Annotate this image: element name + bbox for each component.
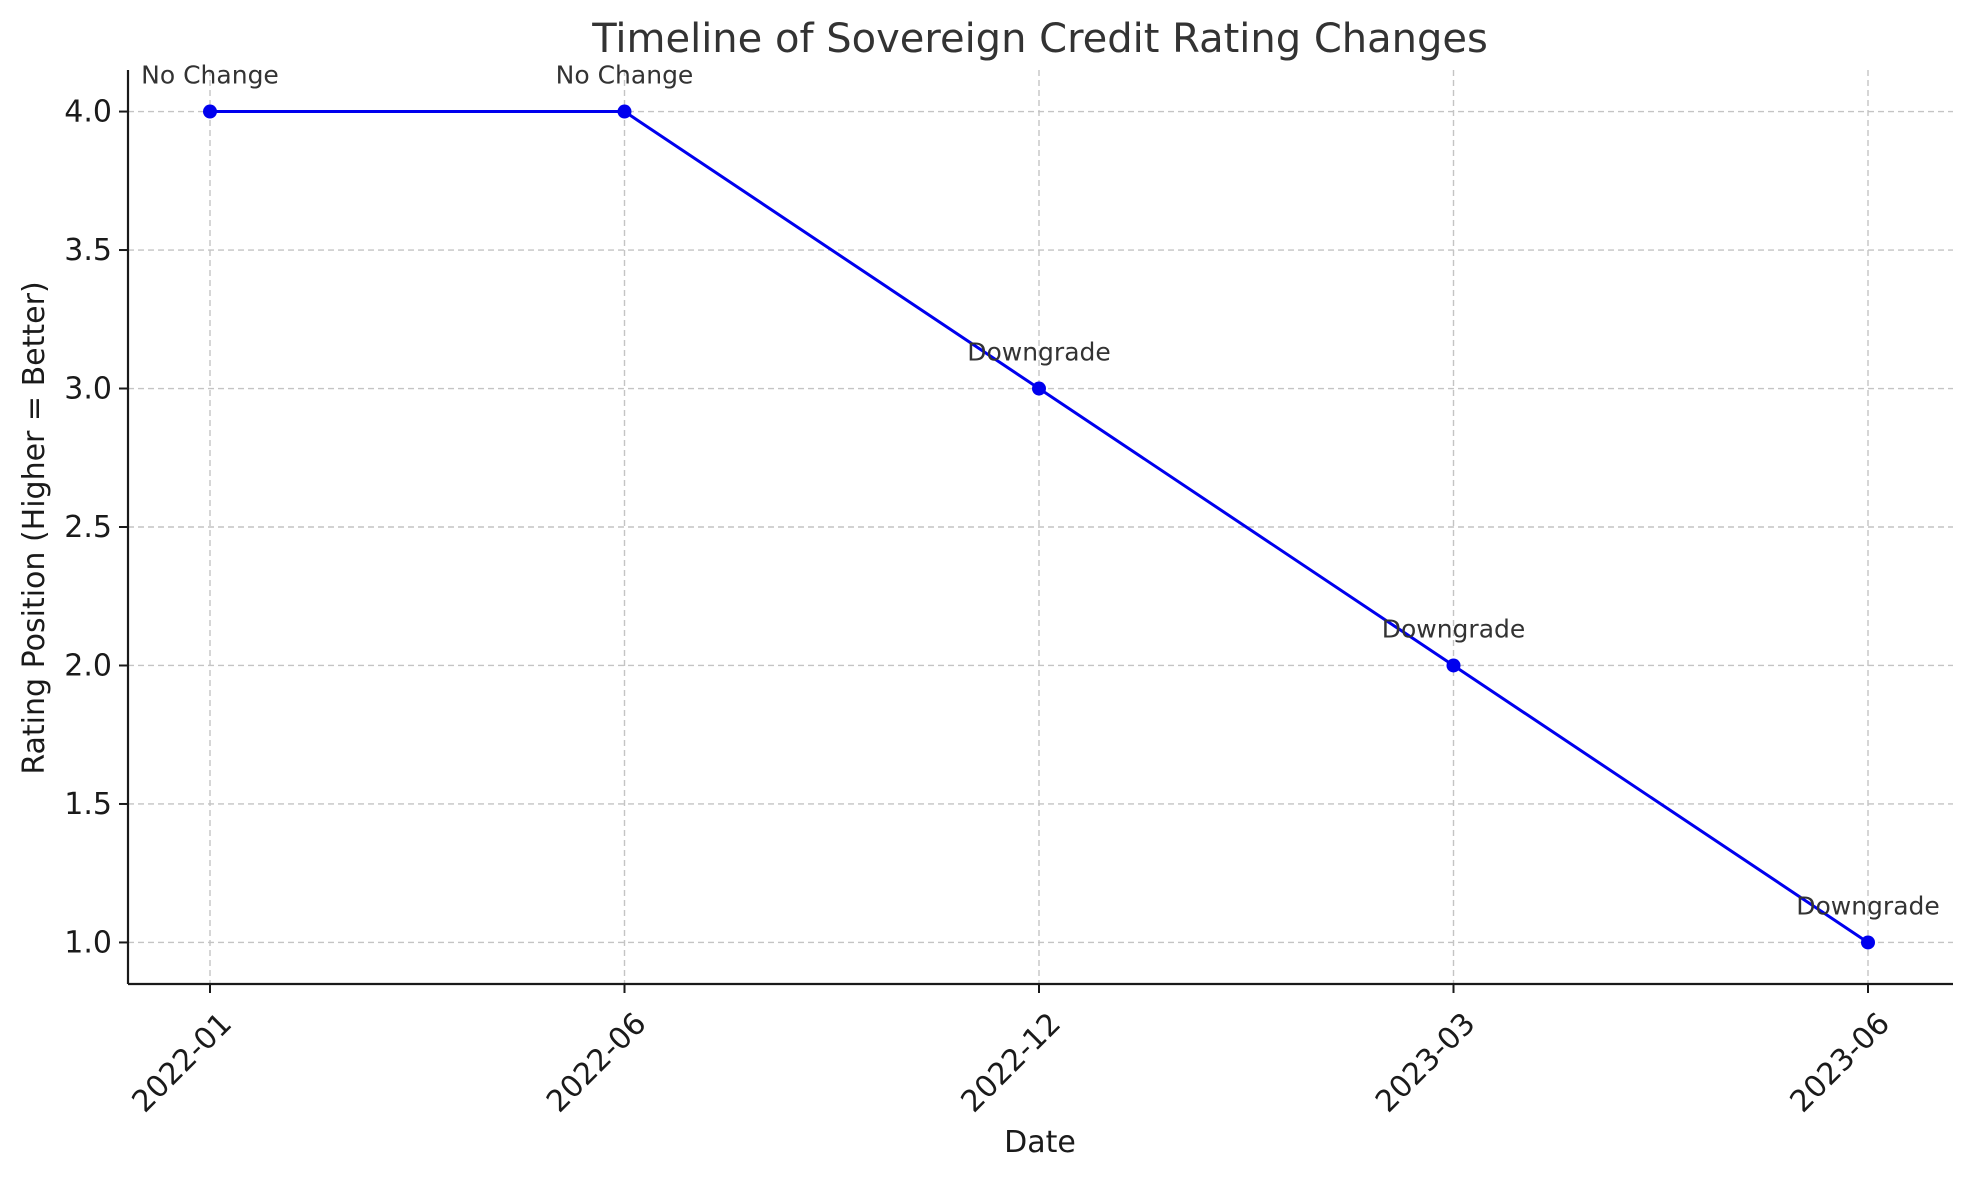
ticks: 1.0 1.5 2.0 2.5 3.0 3.5 4.0 2022-01 2022-06 2022-… [64,95,1897,1120]
y-tick-label: 3.0 [64,372,112,407]
x-tick-label: 2023-06 [1784,1006,1897,1119]
x-tick-label: 2023-03 [1369,1006,1482,1119]
data-labels: No Change No Change Downgrade Downgrade Down… [141,61,1940,921]
x-tick-label: 2022-06 [540,1006,653,1119]
y-tick-label: 2.0 [64,648,112,683]
data-point [1032,381,1046,396]
x-tick-label: 2022-01 [126,1006,239,1119]
data-point [1446,658,1461,673]
y-tick-label: 4.0 [64,95,112,130]
y-tick-label: 1.0 [64,925,112,960]
y-tick-label: 1.5 [64,787,112,822]
point-annotation: Downgrade [967,338,1111,367]
grid [128,70,1953,984]
chart-title: Timeline of Sovereign Credit Rating Chan… [591,16,1488,62]
point-annotation: Downgrade [1796,891,1940,920]
x-axis-label: Date [1004,1125,1076,1160]
data-point [1861,935,1875,950]
y-axis-label: Rating Position (Higher = Better) [17,281,52,774]
data-point [203,104,217,119]
x-tick-label: 2022-12 [955,1006,1068,1119]
y-tick-label: 3.5 [64,233,112,268]
y-tick-label: 2.5 [64,510,112,545]
point-annotation: No Change [556,61,694,90]
point-annotation: No Change [141,61,279,90]
series [203,104,1875,950]
point-annotation: Downgrade [1382,614,1526,643]
data-point [617,104,632,119]
